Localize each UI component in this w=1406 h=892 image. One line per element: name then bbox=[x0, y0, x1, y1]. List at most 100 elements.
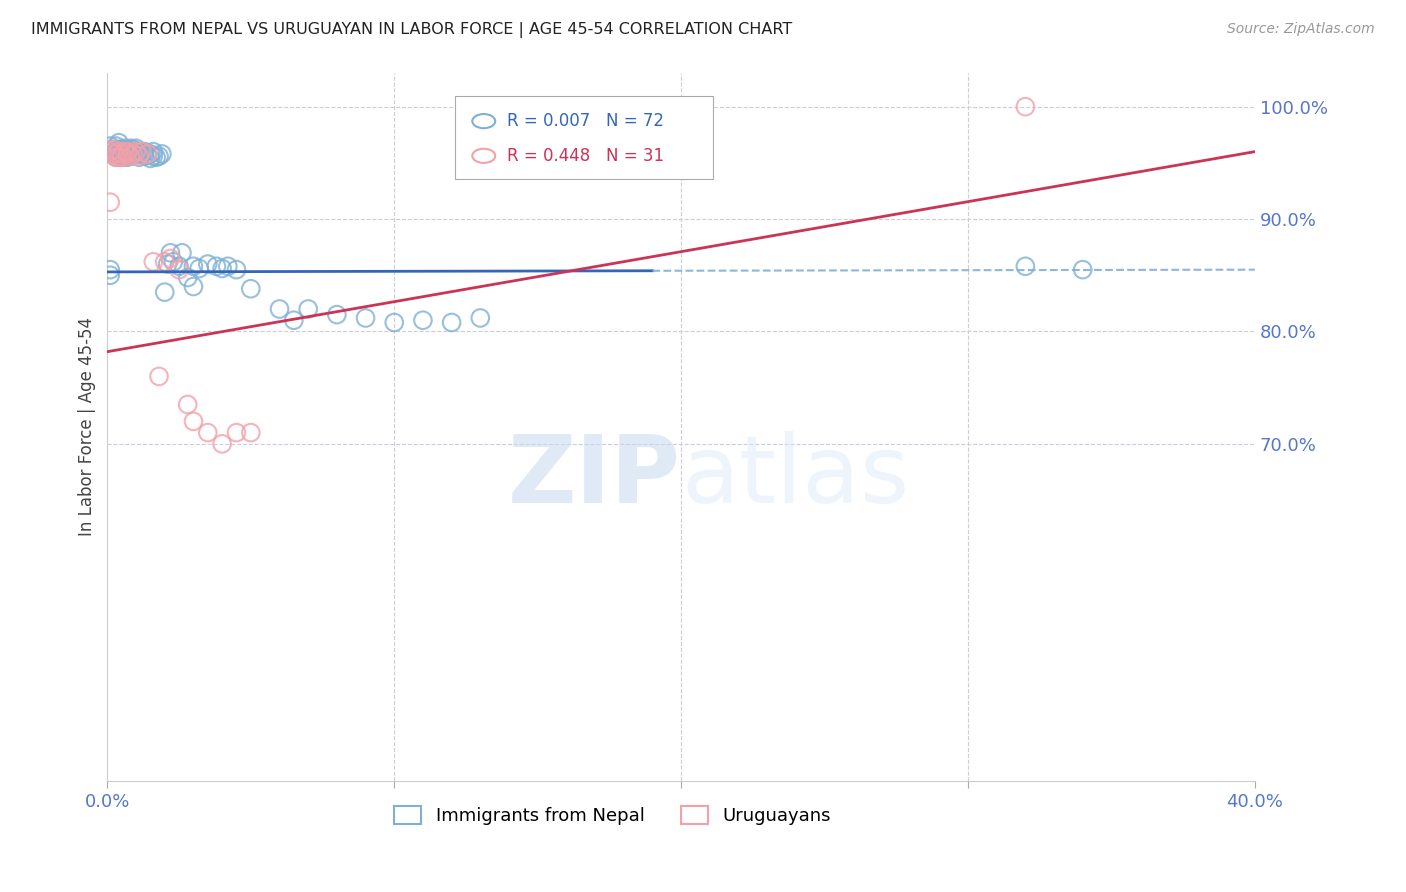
Point bbox=[297, 301, 319, 316]
Point bbox=[177, 270, 200, 285]
Point bbox=[117, 147, 139, 161]
Point bbox=[205, 260, 228, 274]
Point bbox=[162, 254, 184, 268]
Point bbox=[111, 142, 134, 156]
Point bbox=[108, 147, 131, 161]
Point bbox=[1014, 260, 1036, 274]
Point bbox=[145, 150, 167, 164]
Point bbox=[153, 254, 176, 268]
Point bbox=[111, 145, 134, 159]
Point bbox=[1014, 100, 1036, 114]
Point bbox=[120, 149, 142, 163]
Point bbox=[211, 261, 233, 276]
Point bbox=[382, 316, 405, 330]
Point bbox=[183, 260, 205, 274]
Point bbox=[177, 397, 200, 411]
Point bbox=[125, 145, 148, 159]
Point bbox=[142, 145, 165, 159]
Text: R = 0.448   N = 31: R = 0.448 N = 31 bbox=[506, 147, 664, 165]
Point bbox=[167, 260, 190, 274]
Text: IMMIGRANTS FROM NEPAL VS URUGUAYAN IN LABOR FORCE | AGE 45-54 CORRELATION CHART: IMMIGRANTS FROM NEPAL VS URUGUAYAN IN LA… bbox=[31, 22, 792, 38]
Point bbox=[108, 142, 131, 156]
Point bbox=[159, 252, 181, 266]
Point bbox=[183, 414, 205, 428]
Point bbox=[108, 150, 131, 164]
Point bbox=[108, 136, 131, 150]
Point bbox=[153, 285, 176, 299]
Text: R = 0.007   N = 72: R = 0.007 N = 72 bbox=[506, 112, 664, 130]
Point bbox=[114, 147, 136, 161]
FancyBboxPatch shape bbox=[456, 95, 713, 179]
Point bbox=[98, 262, 121, 277]
Point bbox=[239, 282, 262, 296]
Point bbox=[125, 145, 148, 159]
Point bbox=[183, 279, 205, 293]
Point bbox=[159, 245, 181, 260]
Point bbox=[98, 268, 121, 283]
Point bbox=[139, 152, 162, 166]
Point bbox=[114, 144, 136, 158]
Point bbox=[217, 260, 239, 274]
Point bbox=[139, 147, 162, 161]
Point bbox=[120, 141, 142, 155]
Point bbox=[98, 145, 121, 159]
Point bbox=[101, 147, 124, 161]
Point bbox=[225, 425, 247, 440]
Point bbox=[197, 257, 219, 271]
Point bbox=[131, 145, 153, 159]
Point bbox=[114, 141, 136, 155]
Point bbox=[136, 148, 159, 162]
Point bbox=[122, 142, 145, 156]
Point bbox=[136, 147, 159, 161]
Point bbox=[128, 145, 150, 159]
Point bbox=[104, 147, 127, 161]
Point bbox=[326, 308, 349, 322]
Point bbox=[125, 141, 148, 155]
Point bbox=[125, 147, 148, 161]
Text: ZIP: ZIP bbox=[508, 431, 681, 523]
Point bbox=[239, 425, 262, 440]
Point bbox=[104, 150, 127, 164]
Point bbox=[156, 257, 179, 271]
Point bbox=[98, 195, 121, 210]
Text: Source: ZipAtlas.com: Source: ZipAtlas.com bbox=[1227, 22, 1375, 37]
Y-axis label: In Labor Force | Age 45-54: In Labor Force | Age 45-54 bbox=[79, 318, 96, 536]
Point bbox=[122, 147, 145, 161]
Point bbox=[111, 150, 134, 164]
Point bbox=[111, 149, 134, 163]
Point bbox=[114, 149, 136, 163]
Point bbox=[117, 145, 139, 159]
Point bbox=[211, 437, 233, 451]
Point bbox=[101, 142, 124, 156]
Point bbox=[98, 139, 121, 153]
Point bbox=[117, 147, 139, 161]
Point bbox=[101, 142, 124, 156]
Point bbox=[108, 145, 131, 159]
Point bbox=[148, 369, 170, 384]
Point bbox=[134, 145, 156, 159]
Point bbox=[111, 147, 134, 161]
Point bbox=[128, 149, 150, 163]
Point bbox=[128, 150, 150, 164]
Point bbox=[101, 147, 124, 161]
Point bbox=[188, 261, 211, 276]
Point bbox=[131, 145, 153, 159]
Point bbox=[98, 145, 121, 159]
Point bbox=[412, 313, 434, 327]
Point bbox=[197, 425, 219, 440]
Point bbox=[104, 139, 127, 153]
Point bbox=[111, 150, 134, 164]
Point bbox=[134, 149, 156, 163]
Point bbox=[142, 254, 165, 268]
Point bbox=[142, 149, 165, 163]
Point bbox=[120, 149, 142, 163]
Point bbox=[114, 145, 136, 159]
Point bbox=[225, 262, 247, 277]
Point bbox=[117, 142, 139, 156]
Point bbox=[170, 245, 193, 260]
Point bbox=[283, 313, 305, 327]
Point bbox=[104, 145, 127, 159]
Legend: Immigrants from Nepal, Uruguayans: Immigrants from Nepal, Uruguayans bbox=[394, 805, 831, 825]
Point bbox=[104, 150, 127, 164]
Point bbox=[117, 150, 139, 164]
